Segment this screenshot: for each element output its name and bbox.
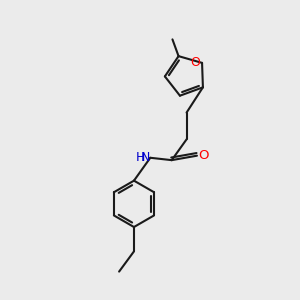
Text: N: N [140,151,150,164]
Text: O: O [198,148,209,162]
Text: O: O [190,56,200,69]
Text: H: H [136,151,145,164]
